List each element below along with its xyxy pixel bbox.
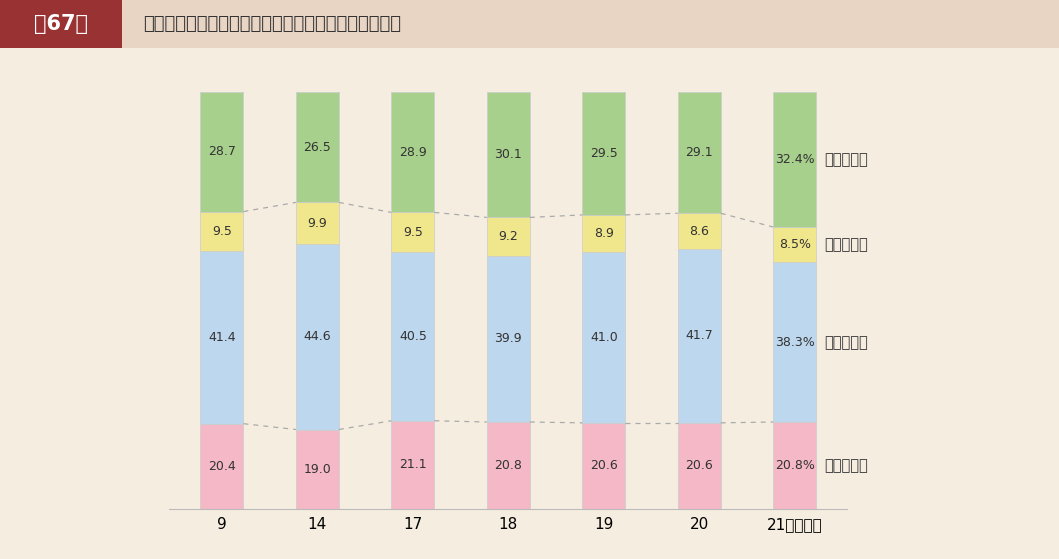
Bar (295, 92, 339, 202)
Text: 28.7: 28.7 (208, 145, 236, 158)
Text: 41.7: 41.7 (685, 329, 713, 343)
Text: 44.6: 44.6 (304, 330, 331, 343)
Text: 20.8%: 20.8% (775, 459, 814, 472)
Bar (487, 92, 530, 217)
Text: 19.0: 19.0 (304, 463, 331, 476)
Text: 国庫支出金: 国庫支出金 (824, 458, 867, 473)
Bar (582, 252, 625, 423)
Bar (392, 92, 434, 212)
Text: 20.6: 20.6 (685, 459, 713, 472)
Bar (200, 211, 244, 251)
Bar (392, 421, 434, 509)
Text: 20.6: 20.6 (590, 459, 617, 472)
Bar (392, 252, 434, 421)
Bar (773, 422, 816, 509)
Text: 41.0: 41.0 (590, 331, 617, 344)
Text: 地　方　債: 地 方 債 (824, 335, 867, 350)
Bar (582, 92, 625, 215)
Text: 第67図: 第67図 (34, 14, 88, 34)
Text: 40.5: 40.5 (399, 330, 427, 343)
Bar (582, 423, 625, 509)
Text: 39.9: 39.9 (495, 333, 522, 345)
Bar (678, 249, 721, 423)
Bar (487, 256, 530, 422)
Bar (678, 92, 721, 213)
Text: 9.2: 9.2 (499, 230, 518, 243)
Bar (200, 251, 244, 424)
Bar (0, 0, 122, 48)
Text: 一般財源等: 一般財源等 (824, 152, 867, 167)
Bar (122, 0, 1059, 48)
Text: 8.5%: 8.5% (778, 238, 811, 251)
Text: 41.4: 41.4 (209, 331, 236, 344)
Bar (678, 423, 721, 509)
Bar (200, 92, 244, 211)
Text: 32.4%: 32.4% (775, 153, 814, 166)
Bar (295, 244, 339, 429)
Bar (200, 424, 244, 509)
Text: 9.5: 9.5 (402, 226, 423, 239)
Bar (392, 212, 434, 252)
Text: 9.9: 9.9 (307, 216, 327, 230)
Bar (295, 202, 339, 244)
Bar (487, 422, 530, 509)
Bar (295, 429, 339, 509)
Bar (582, 215, 625, 252)
Bar (773, 262, 816, 422)
Text: 9.5: 9.5 (212, 225, 232, 238)
Text: 30.1: 30.1 (495, 148, 522, 161)
Text: 26.5: 26.5 (304, 141, 331, 154)
Text: そ　の　他: そ の 他 (824, 237, 867, 252)
Text: 29.1: 29.1 (685, 146, 713, 159)
Text: 20.8: 20.8 (495, 459, 522, 472)
Text: 38.3%: 38.3% (775, 336, 814, 349)
Text: 20.4: 20.4 (208, 459, 236, 473)
Text: 28.9: 28.9 (399, 146, 427, 159)
Bar (487, 217, 530, 256)
Text: 普通建設事業費の財源構成比の推移（その１　総計）: 普通建設事業費の財源構成比の推移（その１ 総計） (143, 15, 401, 33)
Text: 29.5: 29.5 (590, 147, 617, 160)
Bar (678, 213, 721, 249)
Text: 8.6: 8.6 (689, 225, 710, 238)
Text: 8.9: 8.9 (594, 227, 614, 240)
Bar (773, 92, 816, 227)
Text: 21.1: 21.1 (399, 458, 427, 471)
Bar (773, 227, 816, 262)
